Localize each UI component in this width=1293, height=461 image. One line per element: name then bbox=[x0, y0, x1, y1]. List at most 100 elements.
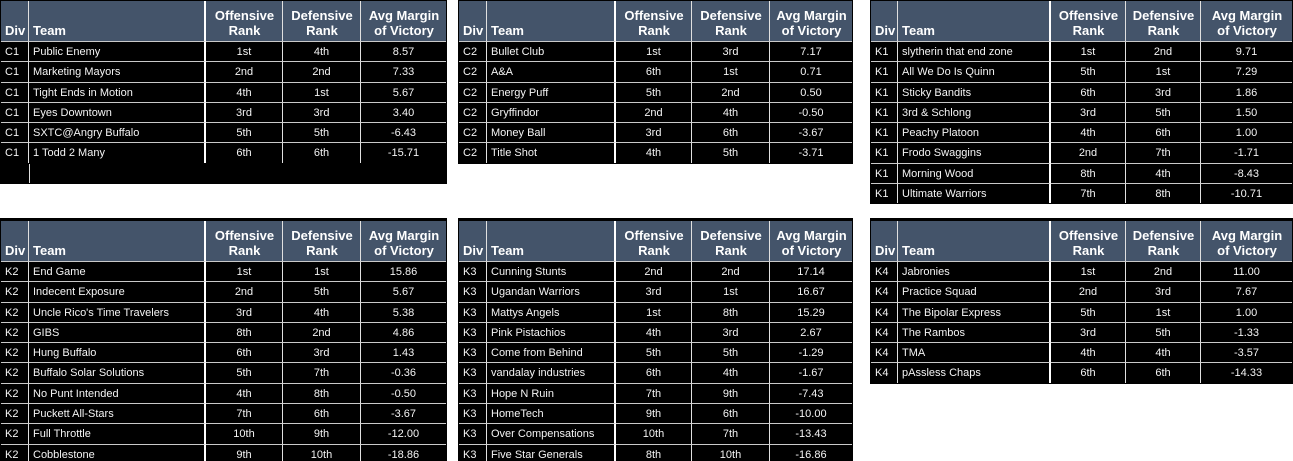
cell-div: K2 bbox=[1, 321, 29, 343]
empty-row-stub bbox=[0, 163, 447, 184]
cell-div: C2 bbox=[459, 122, 487, 143]
cell-div: K2 bbox=[1, 382, 29, 404]
cell-div: K3 bbox=[459, 443, 487, 461]
cell-offensive-rank: 1st bbox=[1051, 261, 1126, 282]
cell-offensive-rank: 5th bbox=[616, 342, 692, 363]
cell-avg-margin: -1.33 bbox=[1201, 321, 1292, 343]
cell-team: Sticky Bandits bbox=[898, 81, 1051, 102]
cell-offensive-rank: 3rd bbox=[206, 101, 283, 123]
cell-defensive-rank: 2nd bbox=[283, 321, 361, 343]
header-div: Div bbox=[459, 1, 487, 41]
cell-avg-margin: -3.57 bbox=[1201, 342, 1292, 363]
cell-div: C1 bbox=[1, 122, 29, 143]
cell-div: C2 bbox=[459, 61, 487, 82]
cell-defensive-rank: 3rd bbox=[692, 321, 770, 343]
cell-div: K4 bbox=[871, 281, 898, 302]
header-team: Team bbox=[29, 221, 206, 261]
cell-team: Come from Behind bbox=[487, 342, 616, 363]
header-div: Div bbox=[871, 1, 898, 41]
cell-div: K2 bbox=[1, 301, 29, 322]
cell-team: Money Ball bbox=[487, 122, 616, 143]
cell-div: K4 bbox=[871, 342, 898, 363]
cell-offensive-rank: 4th bbox=[616, 142, 692, 163]
gridline bbox=[29, 164, 30, 183]
cell-offensive-rank: 3rd bbox=[616, 281, 692, 302]
division-table-k3: Div Team Offensive Rank Defensive Rank Avg M… bbox=[458, 218, 853, 461]
cell-defensive-rank: 1st bbox=[1126, 301, 1201, 322]
cell-avg-margin: 7.17 bbox=[770, 41, 852, 62]
cell-team: Marketing Mayors bbox=[29, 61, 206, 82]
cell-div: K3 bbox=[459, 261, 487, 282]
cell-team: No Punt Intended bbox=[29, 382, 206, 404]
cell-avg-margin: 1.43 bbox=[361, 342, 446, 363]
cell-defensive-rank: 1st bbox=[692, 61, 770, 82]
cell-offensive-rank: 2nd bbox=[1051, 142, 1126, 163]
cell-avg-margin: 9.71 bbox=[1201, 41, 1292, 62]
cell-avg-margin: -0.36 bbox=[361, 362, 446, 383]
cell-offensive-rank: 3rd bbox=[1051, 101, 1126, 123]
cell-offensive-rank: 1st bbox=[616, 41, 692, 62]
cell-div: K2 bbox=[1, 261, 29, 282]
cell-div: K1 bbox=[871, 101, 898, 123]
cell-team: pAssless Chaps bbox=[898, 362, 1051, 383]
cell-div: K3 bbox=[459, 423, 487, 444]
header-offensive-rank: Offensive Rank bbox=[206, 1, 283, 41]
cell-avg-margin: 17.14 bbox=[770, 261, 852, 282]
cell-defensive-rank: 2nd bbox=[692, 261, 770, 282]
cell-team: GIBS bbox=[29, 321, 206, 343]
cell-offensive-rank: 1st bbox=[206, 261, 283, 282]
cell-avg-margin: 15.29 bbox=[770, 301, 852, 322]
cell-avg-margin: -12.00 bbox=[361, 423, 446, 444]
cell-avg-margin: 8.57 bbox=[361, 41, 446, 62]
cell-offensive-rank: 1st bbox=[1051, 41, 1126, 62]
cell-defensive-rank: 7th bbox=[283, 362, 361, 383]
cell-div: K1 bbox=[871, 122, 898, 143]
cell-team: The Rambos bbox=[898, 321, 1051, 343]
cell-div: K2 bbox=[1, 423, 29, 444]
cell-defensive-rank: 5th bbox=[692, 342, 770, 363]
cell-avg-margin: 5.67 bbox=[361, 81, 446, 102]
cell-div: K3 bbox=[459, 382, 487, 404]
header-offensive-rank: Offensive Rank bbox=[616, 1, 692, 41]
cell-defensive-rank: 4th bbox=[692, 101, 770, 123]
cell-team: The Bipolar Express bbox=[898, 301, 1051, 322]
header-avg-margin: Avg Margin of Victory bbox=[361, 221, 446, 261]
cell-team: Public Enemy bbox=[29, 41, 206, 62]
cell-avg-margin: -1.67 bbox=[770, 362, 852, 383]
cell-avg-margin: -13.43 bbox=[770, 423, 852, 444]
header-div: Div bbox=[1, 1, 29, 41]
cell-defensive-rank: 5th bbox=[283, 122, 361, 143]
cell-avg-margin: 15.86 bbox=[361, 261, 446, 282]
cell-defensive-rank: 7th bbox=[692, 423, 770, 444]
cell-team: Ultimate Warriors bbox=[898, 183, 1051, 204]
cell-team: Practice Squad bbox=[898, 281, 1051, 302]
cell-offensive-rank: 3rd bbox=[206, 301, 283, 322]
cell-defensive-rank: 4th bbox=[692, 362, 770, 383]
header-defensive-rank: Defensive Rank bbox=[1126, 221, 1201, 261]
cell-offensive-rank: 9th bbox=[616, 403, 692, 424]
cell-offensive-rank: 6th bbox=[206, 142, 283, 163]
cell-avg-margin: -15.71 bbox=[361, 142, 446, 163]
cell-offensive-rank: 1st bbox=[616, 301, 692, 322]
cell-div: K2 bbox=[1, 281, 29, 302]
cell-defensive-rank: 5th bbox=[1126, 321, 1201, 343]
header-div: Div bbox=[1, 221, 29, 261]
division-table-k2: Div Team Offensive Rank Defensive Rank Avg M… bbox=[0, 218, 447, 461]
cell-team: vandalay industries bbox=[487, 362, 616, 383]
cell-defensive-rank: 7th bbox=[1126, 142, 1201, 163]
cell-avg-margin: -10.00 bbox=[770, 403, 852, 424]
cell-offensive-rank: 2nd bbox=[206, 281, 283, 302]
header-avg-margin: Avg Margin of Victory bbox=[361, 1, 446, 41]
cell-offensive-rank: 7th bbox=[206, 403, 283, 424]
cell-div: C1 bbox=[1, 41, 29, 62]
cell-avg-margin: -10.71 bbox=[1201, 183, 1292, 204]
cell-defensive-rank: 3rd bbox=[1126, 281, 1201, 302]
cell-offensive-rank: 2nd bbox=[1051, 281, 1126, 302]
cell-defensive-rank: 9th bbox=[692, 382, 770, 404]
cell-avg-margin: 1.00 bbox=[1201, 122, 1292, 143]
cell-defensive-rank: 2nd bbox=[283, 61, 361, 82]
cell-avg-margin: -8.43 bbox=[1201, 162, 1292, 184]
header-team: Team bbox=[29, 1, 206, 41]
cell-defensive-rank: 1st bbox=[1126, 61, 1201, 82]
cell-team: Bullet Club bbox=[487, 41, 616, 62]
